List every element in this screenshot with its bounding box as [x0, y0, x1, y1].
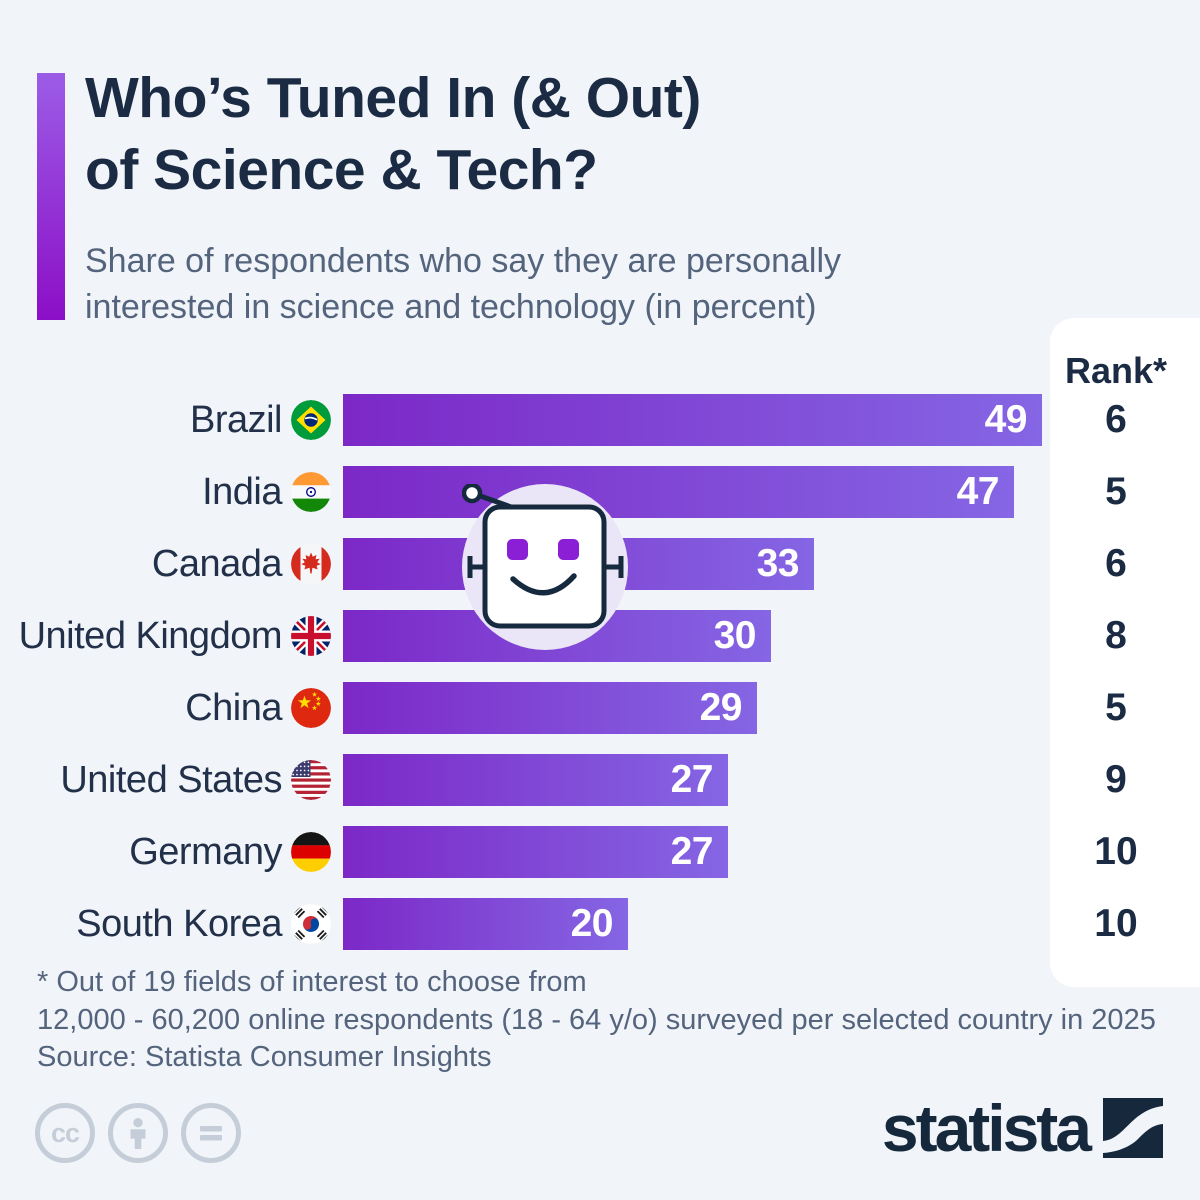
cc-attribution-icon[interactable] — [108, 1103, 168, 1163]
rank-value: 9 — [1105, 758, 1127, 801]
value-label: 49 — [984, 398, 1028, 441]
india-flag-icon — [291, 472, 331, 512]
statista-logo[interactable]: statista — [881, 1091, 1163, 1165]
value-bar: 20 — [343, 898, 628, 950]
bar-chart: Brazil 49 6 India 47 5 Canada 33 6 United King… — [0, 394, 1200, 974]
rank-value: 10 — [1094, 830, 1138, 873]
footnote-line-1: * Out of 19 fields of interest to choose… — [37, 966, 587, 998]
table-row: South Korea 20 10 — [0, 898, 1200, 950]
brazil-flag-icon — [291, 400, 331, 440]
value-label: 27 — [670, 758, 714, 801]
table-row: China 29 5 — [0, 682, 1200, 734]
subtitle-line-1: Share of respondents who say they are pe… — [85, 242, 842, 280]
value-label: 29 — [699, 686, 743, 729]
value-bar: 49 — [343, 394, 1042, 446]
person-icon — [130, 1118, 146, 1149]
cc-license-icon[interactable]: cc — [35, 1103, 95, 1163]
country-label: United States — [60, 759, 282, 801]
title-line-1: Who’s Tuned In (& Out) — [85, 66, 701, 130]
country-label: Germany — [129, 831, 282, 873]
country-label: United Kingdom — [18, 615, 283, 657]
rank-value: 5 — [1105, 470, 1127, 513]
value-bar: 47 — [343, 466, 1014, 518]
rank-value: 5 — [1105, 686, 1127, 729]
value-label: 27 — [670, 830, 714, 873]
statista-logo-mark — [1103, 1098, 1163, 1158]
china-flag-icon — [291, 688, 331, 728]
uk-flag-icon — [291, 616, 331, 656]
canada-flag-icon — [291, 544, 331, 584]
table-row: Brazil 49 6 — [0, 394, 1200, 446]
rank-value: 6 — [1105, 398, 1127, 441]
country-label: China — [185, 687, 282, 729]
rank-panel — [1050, 318, 1200, 987]
table-row: United States 27 9 — [0, 754, 1200, 806]
value-bar: 27 — [343, 826, 728, 878]
rank-value: 10 — [1094, 902, 1138, 945]
cc-nd-icon[interactable] — [181, 1103, 241, 1163]
statista-wordmark: statista — [881, 1091, 1092, 1165]
table-row: India 47 5 — [0, 466, 1200, 518]
value-bar: 29 — [343, 682, 757, 734]
chart-subtitle: Share of respondents who say they are pe… — [85, 238, 841, 330]
rank-value: 6 — [1105, 542, 1127, 585]
license-icons: cc — [35, 1103, 241, 1163]
rank-column-header: Rank* — [1064, 350, 1168, 391]
country-label: Canada — [151, 543, 283, 585]
title-accent-bar — [37, 73, 65, 320]
value-label: 33 — [756, 542, 800, 585]
table-row: Germany 27 10 — [0, 826, 1200, 878]
equals-icon — [200, 1126, 222, 1141]
title-line-2: of Science & Tech? — [85, 138, 598, 202]
south-korea-flag-icon — [291, 904, 331, 944]
value-label: 47 — [956, 470, 1000, 513]
country-label: South Korea — [76, 903, 282, 945]
footnote: * Out of 19 fields of interest to choose… — [37, 963, 1156, 1039]
country-label: India — [202, 471, 282, 513]
source-text: Source: Statista Consumer Insights — [37, 1041, 492, 1073]
page-title: Who’s Tuned In (& Out) of Science & Tech? — [85, 62, 701, 206]
value-bar: 27 — [343, 754, 728, 806]
usa-flag-icon — [291, 760, 331, 800]
value-label: 20 — [570, 902, 614, 945]
value-label: 30 — [713, 614, 757, 657]
robot-mascot-icon — [462, 484, 628, 650]
subtitle-line-2: interested in science and technology (in… — [85, 288, 817, 326]
rank-value: 8 — [1105, 614, 1127, 657]
germany-flag-icon — [291, 832, 331, 872]
country-label: Brazil — [189, 399, 283, 441]
footnote-line-2: 12,000 - 60,200 online respondents (18 -… — [37, 1004, 1156, 1036]
